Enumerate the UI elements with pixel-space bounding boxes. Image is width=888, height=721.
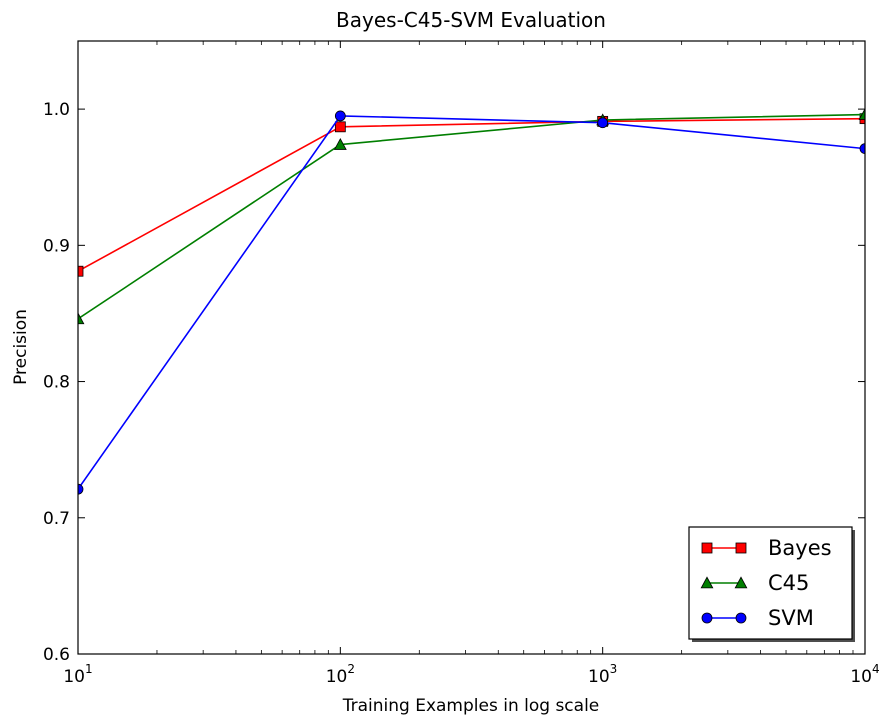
legend-entry-svm: SVM (701, 606, 814, 630)
x-tick-label: 101 (63, 662, 92, 687)
series-layer (78, 107, 865, 495)
chart-title: Bayes-C45-SVM Evaluation (336, 8, 606, 32)
data-point-bayes-1 (334, 121, 346, 133)
x-tick-label: 102 (326, 662, 355, 687)
legend-marker-right-svm (735, 612, 747, 624)
legend-label-bayes: Bayes (768, 536, 832, 560)
tick-layer: 0.6 0.7 0.8 0.9 1.0 101 102 103 104 (43, 41, 880, 687)
legend-marker-right-c45 (734, 576, 748, 589)
legend: Bayes C45 SVM (688, 526, 855, 642)
data-point-svm-0 (78, 483, 84, 495)
series-line-c45 (78, 113, 865, 320)
legend-marker-right-bayes (735, 542, 747, 554)
legend-label-svm: SVM (768, 606, 814, 630)
series-svm (78, 110, 865, 495)
x-tick-label: 104 (850, 662, 879, 687)
y-tick-label: 0.9 (43, 236, 70, 256)
data-point-svm-2 (597, 117, 609, 129)
data-point-c45-1 (333, 137, 347, 150)
legend-marker-left-svm (701, 612, 713, 624)
y-tick-label: 0.6 (43, 645, 70, 665)
y-tick-label: 0.8 (43, 373, 70, 393)
data-point-svm-1 (334, 110, 346, 122)
legend-entry-c45: C45 (700, 571, 809, 595)
data-point-c45-3 (858, 107, 865, 120)
series-line-bayes (78, 117, 865, 272)
series-line-svm (78, 115, 865, 490)
x-axis-label: Training Examples in log scale (342, 696, 600, 716)
y-tick-label: 0.7 (43, 509, 70, 529)
legend-marker-left-c45 (700, 576, 714, 589)
data-point-svm-3 (859, 143, 865, 155)
plot-frame (77, 40, 866, 655)
legend-marker-left-bayes (701, 542, 713, 554)
x-tick-label: 103 (588, 662, 617, 687)
legend-label-c45: C45 (768, 571, 809, 595)
y-tick-label: 1.0 (43, 100, 70, 120)
data-point-c45-0 (78, 312, 85, 325)
series-c45 (78, 107, 865, 325)
legend-entry-bayes: Bayes (701, 536, 832, 560)
y-axis-label: Precision (11, 309, 31, 385)
data-point-bayes-0 (78, 265, 84, 277)
